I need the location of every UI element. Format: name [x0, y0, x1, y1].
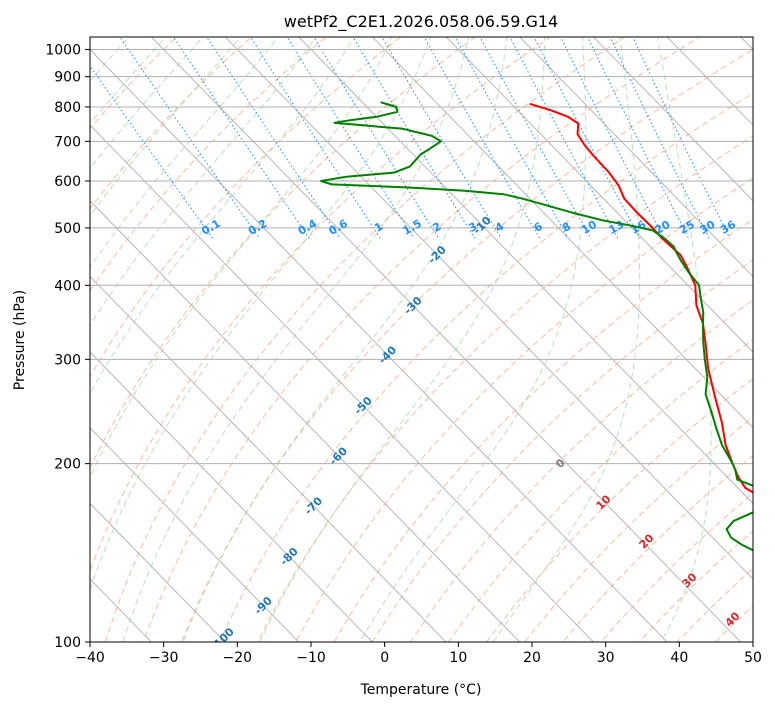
mixing-ratio-line [560, 37, 665, 239]
x-tick-label: −30 [149, 650, 179, 666]
x-tick-label: 10 [449, 650, 467, 666]
x-axis-ticks: −40 −30 −20 −10 0 10 20 30 40 50 [75, 642, 762, 666]
mixing-ratio-line [423, 37, 541, 239]
dry-adiabat-line [409, 299, 753, 642]
x-tick-label: 0 [380, 650, 389, 666]
y-tick-label: 500 [54, 221, 81, 237]
y-tick-label: 900 [54, 70, 81, 86]
isotherm-line [90, 48, 668, 642]
y-tick-label: 400 [54, 278, 81, 294]
mixing-ratio-line [609, 37, 710, 239]
dry-adiabat-line [257, 135, 753, 642]
moist-adiabat-line [90, 37, 279, 269]
dry-adiabat-line [142, 37, 701, 642]
isotherm-line [90, 502, 226, 642]
moist-adiabat-line [90, 37, 242, 217]
dry-adiabat-line [447, 338, 753, 642]
mixing-ratio-line [454, 37, 569, 239]
moist-adiabat-line [492, 37, 641, 642]
y-tick-label: 800 [54, 100, 81, 116]
dry-adiabat-line [90, 37, 552, 573]
dry-adiabat-line [219, 92, 753, 642]
x-tick-label: 50 [744, 650, 762, 666]
isotherm-line [592, 37, 753, 202]
moist-adiabat-line [122, 37, 470, 642]
moist-adiabat-line [90, 37, 204, 169]
x-tick-label: 20 [523, 650, 541, 666]
isotherm-line [298, 37, 753, 505]
y-axis-label: Pressure (hPa) [12, 290, 28, 390]
mixing-ratio-line [632, 37, 731, 239]
isotherm-line [90, 124, 594, 642]
mixing-ratio-line [352, 37, 476, 239]
mixing-ratio-line [479, 37, 592, 239]
y-tick-label: 600 [54, 174, 81, 190]
mixing-ratio-line [286, 37, 415, 239]
plot-frame [89, 36, 754, 643]
plot-area [90, 37, 753, 642]
moist-adiabat-line [90, 37, 393, 479]
dewpoint-line [320, 101, 753, 552]
mixing-ratio-line [587, 37, 690, 239]
dry-adiabat-line [90, 37, 477, 470]
dry-adiabat-line [486, 377, 753, 642]
y-tick-label: 200 [54, 457, 81, 473]
mixing-ratio-line [381, 37, 502, 239]
x-tick-label: −10 [296, 650, 326, 666]
isotherm-line [371, 37, 753, 429]
mixing-ratio-line [249, 37, 381, 239]
dry-adiabat-line [90, 37, 178, 130]
isotherm-line [90, 200, 521, 642]
chart-title: wetPf2_C2E1.2026.058.06.59.G14 [284, 12, 558, 32]
moist-adiabat-line [182, 37, 508, 642]
y-tick-label: 700 [54, 134, 81, 150]
x-axis-label: Temperature (°C) [360, 682, 482, 698]
temperature-line [529, 102, 753, 494]
dry-adiabat-line [90, 37, 253, 210]
y-tick-label: 1000 [45, 43, 81, 59]
isotherm-line [90, 351, 373, 642]
isotherm-line [90, 427, 300, 642]
isotherm-line [519, 37, 753, 278]
moist-adiabat-line [259, 37, 546, 642]
isotherm-line [445, 37, 753, 353]
x-tick-label: −40 [75, 650, 105, 666]
mixing-ratio-line [533, 37, 641, 239]
x-tick-label: 30 [597, 650, 615, 666]
mixing-ratio-line [90, 65, 214, 239]
y-tick-label: 100 [54, 635, 81, 651]
moist-adiabat-line [90, 37, 432, 592]
y-axis-ticks: 100 200 300 400 500 600 700 800 900 1000 [45, 43, 90, 651]
isotherm-line [90, 275, 447, 642]
isotherm-line [224, 37, 753, 580]
sounding-profiles [320, 101, 753, 552]
x-tick-label: 40 [670, 650, 688, 666]
thermodynamic-background [90, 37, 753, 642]
x-tick-label: −20 [223, 650, 253, 666]
moist-adiabat-line [359, 37, 587, 642]
y-tick-label: 300 [54, 352, 81, 368]
moist-adiabat-line [90, 37, 167, 125]
mixing-ratio-line [172, 37, 310, 239]
moist-adiabat-line [656, 37, 712, 642]
dry-adiabat-line [181, 49, 753, 642]
